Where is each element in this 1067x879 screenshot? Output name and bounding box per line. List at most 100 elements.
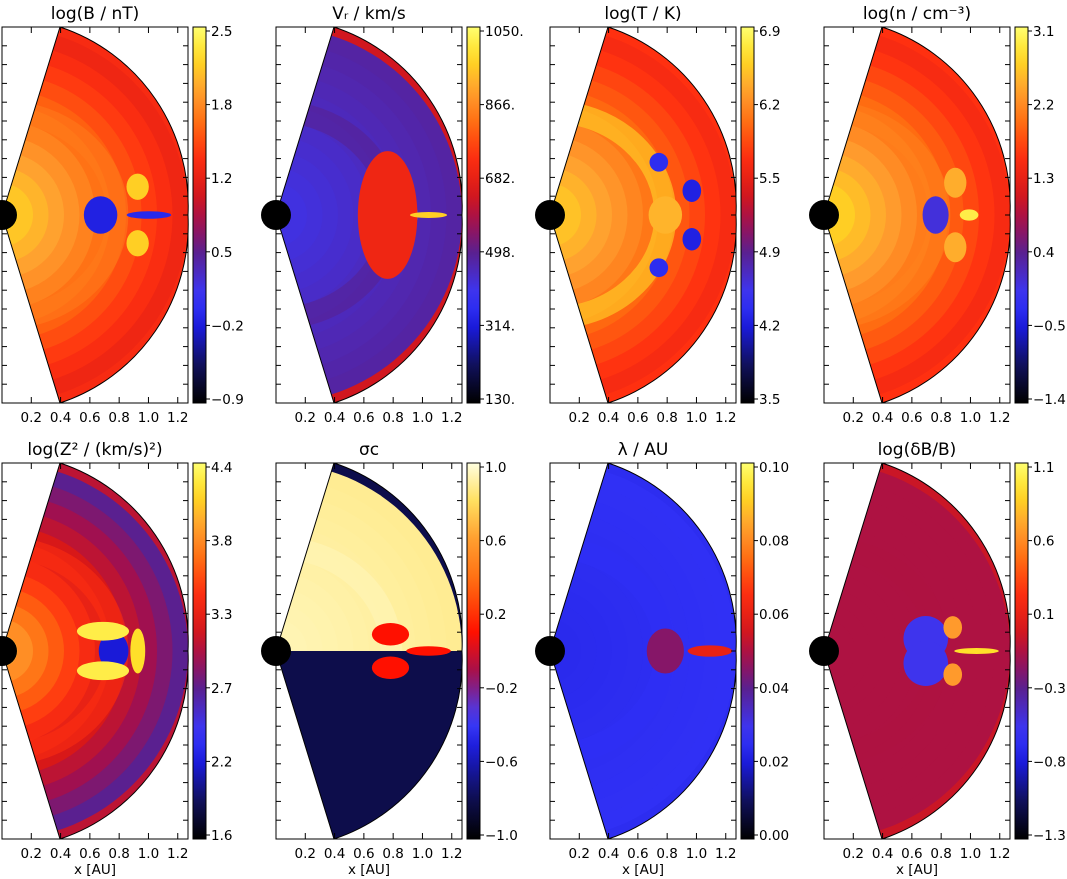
x-tick-label: 0.6 xyxy=(79,410,100,426)
heatmap-field xyxy=(276,463,462,839)
field-feature xyxy=(648,196,683,234)
x-tick-label: 0.2 xyxy=(295,846,316,862)
sun-disk xyxy=(0,200,17,230)
field-feature xyxy=(83,196,118,234)
panel-8: log(δB/B) 0.2 0.4 0.6 0.8 1.0 1.2 x [AU] 1.1 0.6 0… xyxy=(809,440,1066,878)
x-tick-label: 0.4 xyxy=(324,410,345,426)
colorbar-tick-label: 0.2 xyxy=(485,607,506,623)
colorbar xyxy=(1014,26,1029,404)
field-feature xyxy=(130,628,146,674)
x-tick-label: 0.2 xyxy=(295,410,316,426)
colorbar xyxy=(740,26,755,404)
panel-3: log(T / K) 0.2 0.4 0.6 0.8 1.0 1.2 6.9 6.2 5.5 4.9… xyxy=(535,4,780,426)
x-tick-label: 0.6 xyxy=(353,410,374,426)
colorbar-tick-label: 2.2 xyxy=(1033,98,1054,114)
x-tick-label: 0.4 xyxy=(324,846,345,862)
colorbar xyxy=(466,26,481,404)
x-tick-label: 0.4 xyxy=(598,846,619,862)
x-tick-label: 1.0 xyxy=(138,410,159,426)
colorbar-tick-label: 3.3 xyxy=(211,607,232,623)
x-tick-label: 1.0 xyxy=(412,410,433,426)
colorbar-tick-label: 1.0 xyxy=(485,460,506,476)
field-feature xyxy=(357,151,418,279)
x-tick-label: 1.0 xyxy=(960,410,981,426)
colorbar-tick-label: 4.4 xyxy=(211,460,232,476)
heatmap-field xyxy=(2,463,188,839)
colorbar-tick-label: 1.3 xyxy=(1033,171,1054,187)
field-shell xyxy=(824,183,855,247)
colorbar-tick-label: 3.8 xyxy=(211,534,232,550)
colorbar-tick-label: −0.3 xyxy=(1033,681,1066,697)
colorbar-tick-label: −1.0 xyxy=(485,828,518,844)
colorbar-tick-label: 0.04 xyxy=(759,681,789,697)
x-tick-label: 1.2 xyxy=(441,410,462,426)
field-feature xyxy=(903,640,949,686)
colorbar xyxy=(192,26,207,404)
panel-2: Vᵣ / km/s 0.2 0.4 0.6 0.8 1.0 1.2 1050. 866. 682.… xyxy=(261,4,524,426)
colorbar-tick-label: 1.2 xyxy=(211,171,232,187)
panel-5: log(Z² / (km/s)²) 0.2 0.4 0.6 0.8 1.0 1.2 x [AU… xyxy=(0,440,232,878)
field-shell xyxy=(824,168,871,262)
field-feature xyxy=(98,632,129,670)
colorbar-tick-label: 682. xyxy=(485,171,515,187)
panel-title: log(T / K) xyxy=(604,4,681,24)
colorbar-tick-label: 2.5 xyxy=(211,24,232,40)
x-tick-label: 0.6 xyxy=(627,846,648,862)
x-tick-label: 1.0 xyxy=(412,846,433,862)
colorbar-tick-label: −0.9 xyxy=(211,392,244,408)
x-tick-label: 0.2 xyxy=(21,410,42,426)
x-tick-label: 1.2 xyxy=(441,846,462,862)
colorbar-tick-label: −0.2 xyxy=(211,318,244,334)
x-tick-label: 0.4 xyxy=(872,410,893,426)
colorbar-tick-label: 2.2 xyxy=(211,754,232,770)
field-feature xyxy=(922,196,949,234)
colorbar-tick-label: 0.02 xyxy=(759,754,789,770)
colorbar-tick-label: 3.5 xyxy=(759,392,780,408)
colorbar-tick-label: −0.2 xyxy=(485,681,518,697)
field-feature xyxy=(126,211,172,219)
heatmap-field xyxy=(550,27,736,403)
field-shell xyxy=(276,183,307,247)
x-tick-label: 0.4 xyxy=(872,846,893,862)
field-feature xyxy=(649,152,669,172)
colorbar xyxy=(466,462,481,840)
colorbar-tick-label: 0.00 xyxy=(759,828,789,844)
x-tick-label: 1.0 xyxy=(138,846,159,862)
field-feature xyxy=(406,646,451,656)
field-shell xyxy=(550,619,581,683)
x-tick-label: 0.4 xyxy=(50,410,71,426)
x-tick-label: 0.8 xyxy=(108,846,129,862)
x-tick-label: 1.2 xyxy=(715,410,736,426)
colorbar-tick-label: −1.4 xyxy=(1033,392,1066,408)
x-tick-label: 0.6 xyxy=(627,410,648,426)
colorbar-tick-label: 0.10 xyxy=(759,460,789,476)
field-shell xyxy=(550,604,597,698)
colorbar-tick-label: 4.9 xyxy=(759,245,780,261)
colorbar-tick-label: 0.6 xyxy=(485,534,506,550)
x-axis-label: x [AU] xyxy=(348,862,390,878)
x-tick-label: 1.2 xyxy=(989,846,1010,862)
x-tick-label: 1.0 xyxy=(686,410,707,426)
colorbar-tick-label: 3.1 xyxy=(1033,24,1054,40)
x-tick-label: 0.2 xyxy=(569,410,590,426)
colorbar-tick-label: −0.6 xyxy=(485,754,518,770)
field-shell xyxy=(276,168,323,262)
field-shell xyxy=(2,619,33,683)
field-feature xyxy=(943,663,963,686)
x-tick-label: 1.0 xyxy=(686,846,707,862)
panel-title: log(Z² / (km/s)²) xyxy=(27,440,162,460)
colorbar-tick-label: 0.06 xyxy=(759,607,789,623)
x-tick-label: 0.4 xyxy=(598,410,619,426)
colorbar-tick-label: 314. xyxy=(485,318,515,334)
colorbar xyxy=(740,462,755,840)
field-feature xyxy=(944,167,967,198)
x-tick-label: 0.8 xyxy=(382,410,403,426)
colorbar-tick-label: 0.6 xyxy=(1033,534,1054,550)
panel-title: λ / AU xyxy=(618,440,669,460)
heatmap-field xyxy=(824,463,1010,839)
x-tick-label: 0.6 xyxy=(901,846,922,862)
x-tick-label: 0.6 xyxy=(79,846,100,862)
field-feature xyxy=(954,648,999,654)
panel-title: log(n / cm⁻³) xyxy=(863,4,971,24)
colorbar-tick-label: 1.8 xyxy=(211,98,232,114)
